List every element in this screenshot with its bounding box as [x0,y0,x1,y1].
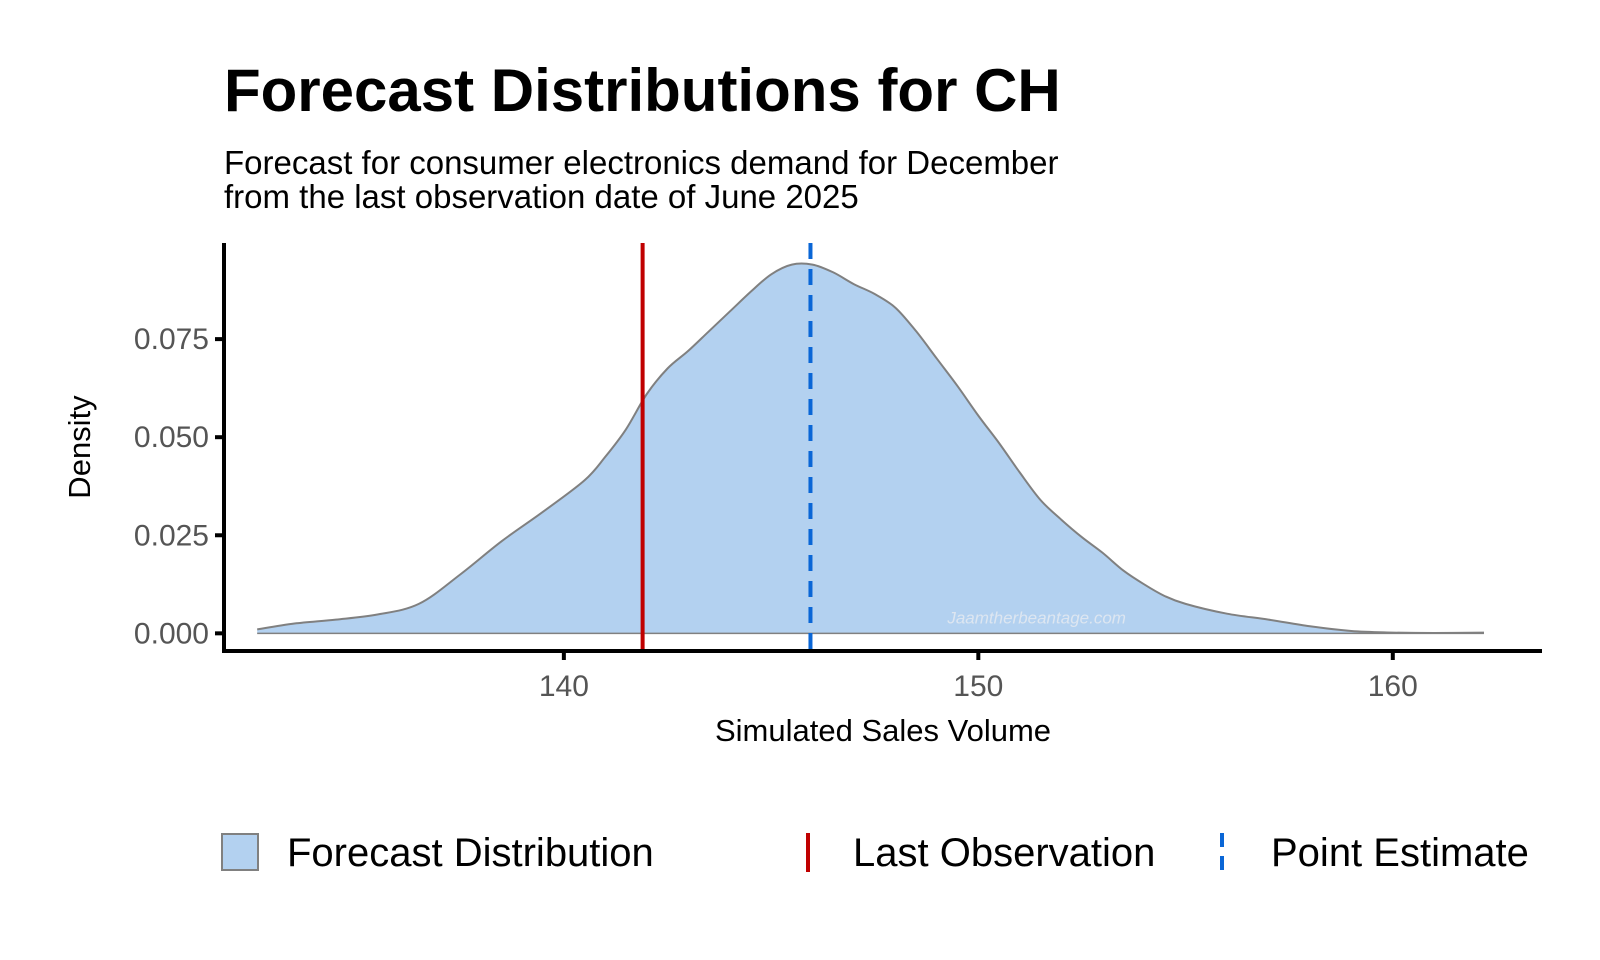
x-ticks: 140 150 160 [539,651,1418,703]
legend-label-last-observation: Last Observation [853,831,1155,875]
legend: Forecast Distribution Last Observation P… [221,831,1529,875]
chart-title: Forecast Distributions for CH [224,57,1061,124]
density-area [257,263,1485,634]
legend-key-forecast-distribution [221,833,259,871]
x-tick-label: 150 [953,670,1003,703]
chart-subtitle: Forecast for consumer electronics demand… [224,146,1059,214]
legend-label-forecast-distribution: Forecast Distribution [287,831,654,875]
chart-subtitle-line-1: Forecast for consumer electronics demand… [224,144,1059,181]
plot-area: Jaamtherbeantage.com [257,243,1485,651]
y-axis-title: Density [62,395,97,499]
axes: 0.000 0.025 0.050 0.075 140 150 160 Simulated… [62,243,1542,748]
chart-subtitle-line-2: from the last observation date of June 2… [224,178,859,215]
y-tick-label: 0.050 [134,421,209,454]
y-tick-label: 0.000 [134,617,209,650]
y-tick-label: 0.025 [134,519,209,552]
watermark-text: Jaamtherbeantage.com [946,608,1126,627]
x-tick-label: 140 [539,670,589,703]
x-axis-title: Simulated Sales Volume [715,713,1051,748]
y-ticks: 0.000 0.025 0.050 0.075 [134,323,224,650]
y-tick-label: 0.075 [134,323,209,356]
x-tick-label: 160 [1368,670,1418,703]
density-outline [257,262,1485,635]
legend-label-point-estimate: Point Estimate [1271,831,1529,875]
